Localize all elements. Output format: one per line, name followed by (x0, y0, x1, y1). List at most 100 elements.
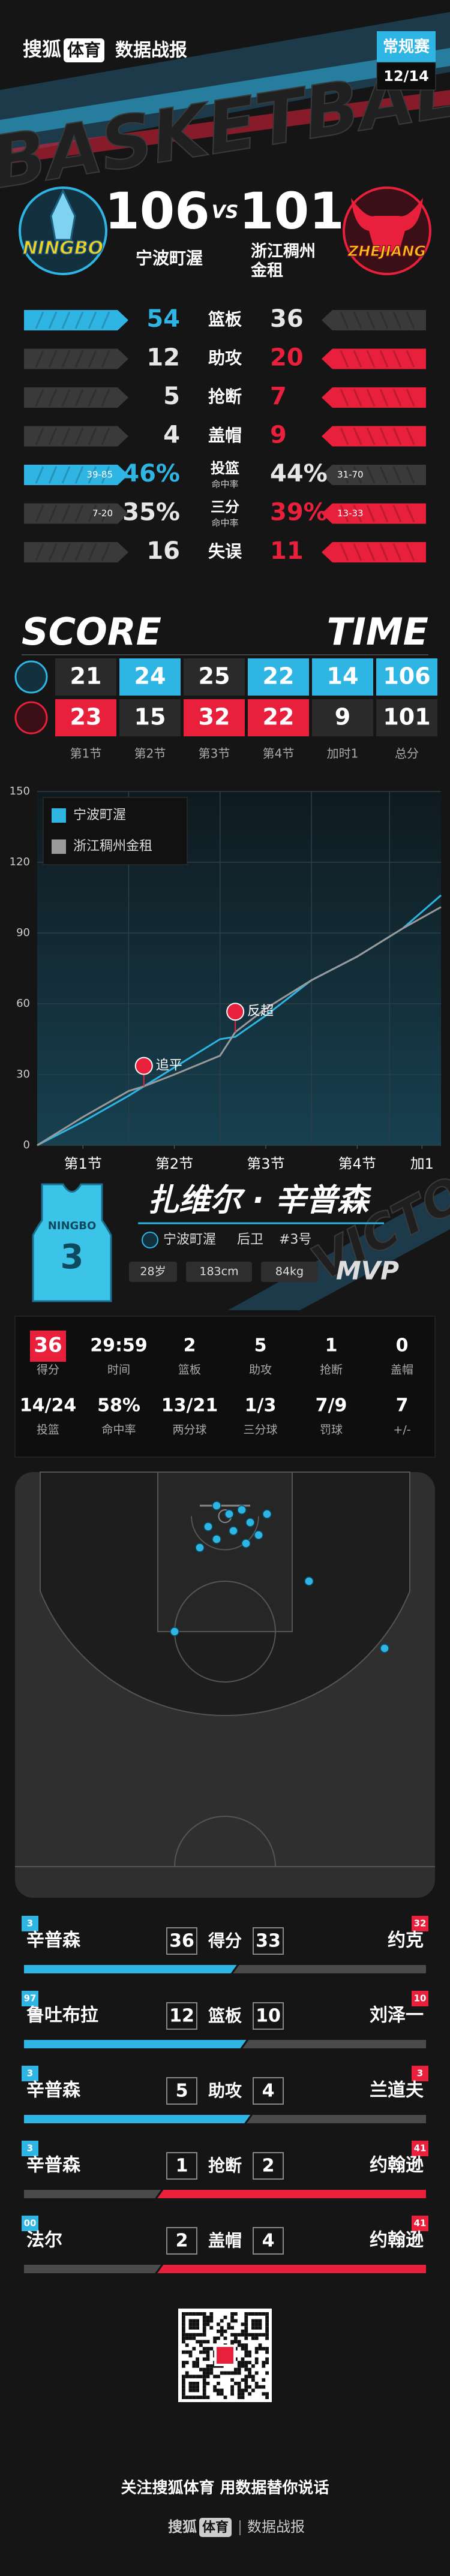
bar-stripe (88, 427, 97, 446)
bar-stripe (74, 389, 84, 407)
qr-module (244, 2385, 248, 2389)
qr-module (196, 2375, 199, 2379)
bar-stripe (74, 311, 84, 329)
qr-module (230, 2371, 234, 2375)
qr-module (262, 2333, 266, 2337)
qr-module (206, 2367, 210, 2372)
left-share-bar (24, 2265, 161, 2273)
score-line (37, 906, 442, 1146)
qr-module (258, 2347, 262, 2351)
qr-module (241, 2330, 245, 2333)
home-period-cell (55, 658, 116, 696)
bar-stripe (35, 543, 44, 561)
attribute-pill (261, 1262, 318, 1282)
qr-module (220, 2333, 224, 2337)
qr-module (188, 2350, 193, 2354)
qr-module (251, 2364, 255, 2368)
player-attribute: 183cm (199, 1265, 238, 1278)
qr-module (244, 2382, 248, 2385)
bar-stripe (35, 427, 44, 446)
home-mini-logo (14, 660, 48, 694)
home-stat-value: 4 (163, 422, 180, 449)
bar-stripe (406, 350, 415, 368)
qr-module (237, 2388, 241, 2393)
bar-stripe (353, 427, 362, 446)
right-value-box (253, 1927, 284, 1955)
qr-module (182, 2396, 185, 2399)
home-period-cell (312, 658, 373, 696)
left-number-badge (22, 2216, 38, 2231)
qr-module (265, 2357, 269, 2361)
away-stat-value: 20 (270, 344, 304, 372)
qr-module (254, 2350, 259, 2354)
home-period-score: 22 (263, 663, 295, 690)
qr-module (209, 2367, 214, 2372)
home-stat-value: 46% (122, 460, 180, 487)
qr-module (241, 2361, 245, 2364)
qr-module (254, 2371, 259, 2375)
qr-module (248, 2312, 251, 2316)
qr-module (206, 2357, 210, 2361)
qr-module (265, 2347, 269, 2351)
qr-module (182, 2315, 185, 2319)
leader-label: 得分 (208, 1931, 242, 1951)
highlight-box (30, 1331, 66, 1362)
header-stripe (0, 48, 450, 138)
qr-module (223, 2396, 227, 2399)
left-value-box (166, 1927, 197, 1955)
bar-stripe (61, 350, 71, 368)
stat-label: 命中率 (101, 1424, 136, 1437)
qr-module (265, 2396, 269, 2399)
qr-module (241, 2392, 245, 2396)
qr-module (244, 2322, 248, 2327)
shot (170, 1627, 179, 1636)
bar-stripe (88, 466, 97, 484)
qr-module (196, 2364, 199, 2368)
away-period-score: 23 (70, 704, 102, 730)
away-period-score: 15 (134, 704, 166, 730)
qr-module (192, 2375, 196, 2379)
player-position: 后卫 (237, 1232, 263, 1247)
shot (262, 1509, 272, 1519)
qr-module (262, 2361, 266, 2364)
left-share-bar (24, 2190, 161, 2198)
leader-label: 抢断 (208, 2156, 242, 2175)
right-name: 约翰逊 (370, 2230, 424, 2251)
left-share-bar (24, 2040, 247, 2048)
bar-stripe (35, 350, 44, 368)
qr-module (213, 2385, 217, 2389)
right-share-bar (157, 2190, 426, 2198)
right-name: 刘泽一 (370, 2005, 424, 2026)
qr-module (262, 2378, 266, 2382)
left-number: 3 (27, 1918, 33, 1929)
home-stat-value: 12 (146, 344, 180, 372)
qr-module (199, 2375, 203, 2379)
annotation-pin (226, 1003, 245, 1021)
qr-module (254, 2319, 259, 2323)
bar-stripe (406, 543, 415, 561)
qr-module (185, 2361, 189, 2364)
bar-stripe (88, 311, 97, 329)
time-title: TIME (327, 610, 428, 654)
bar-stripe (406, 311, 415, 329)
qr-module (217, 2388, 220, 2393)
qr-module (188, 2375, 193, 2379)
qr-module (244, 2375, 248, 2379)
qr-module (192, 2322, 196, 2327)
qr-module (244, 2347, 248, 2351)
away-period-score: 9 (335, 704, 350, 730)
qr-module (237, 2371, 241, 2375)
qr-module (185, 2371, 189, 2375)
away-period-cell (55, 699, 116, 736)
bar-stripe (61, 427, 71, 446)
annotation-pin (134, 1057, 153, 1075)
qr-module (244, 2354, 248, 2358)
stat-value: 2 (184, 1335, 196, 1356)
qr-module (206, 2354, 210, 2358)
bar-stripe (74, 427, 84, 446)
qr-module (244, 2367, 248, 2372)
qr-module (248, 2350, 251, 2354)
qr-module (230, 2340, 234, 2344)
qr-module (202, 2315, 206, 2319)
stat-label: 篮板 (208, 309, 242, 329)
